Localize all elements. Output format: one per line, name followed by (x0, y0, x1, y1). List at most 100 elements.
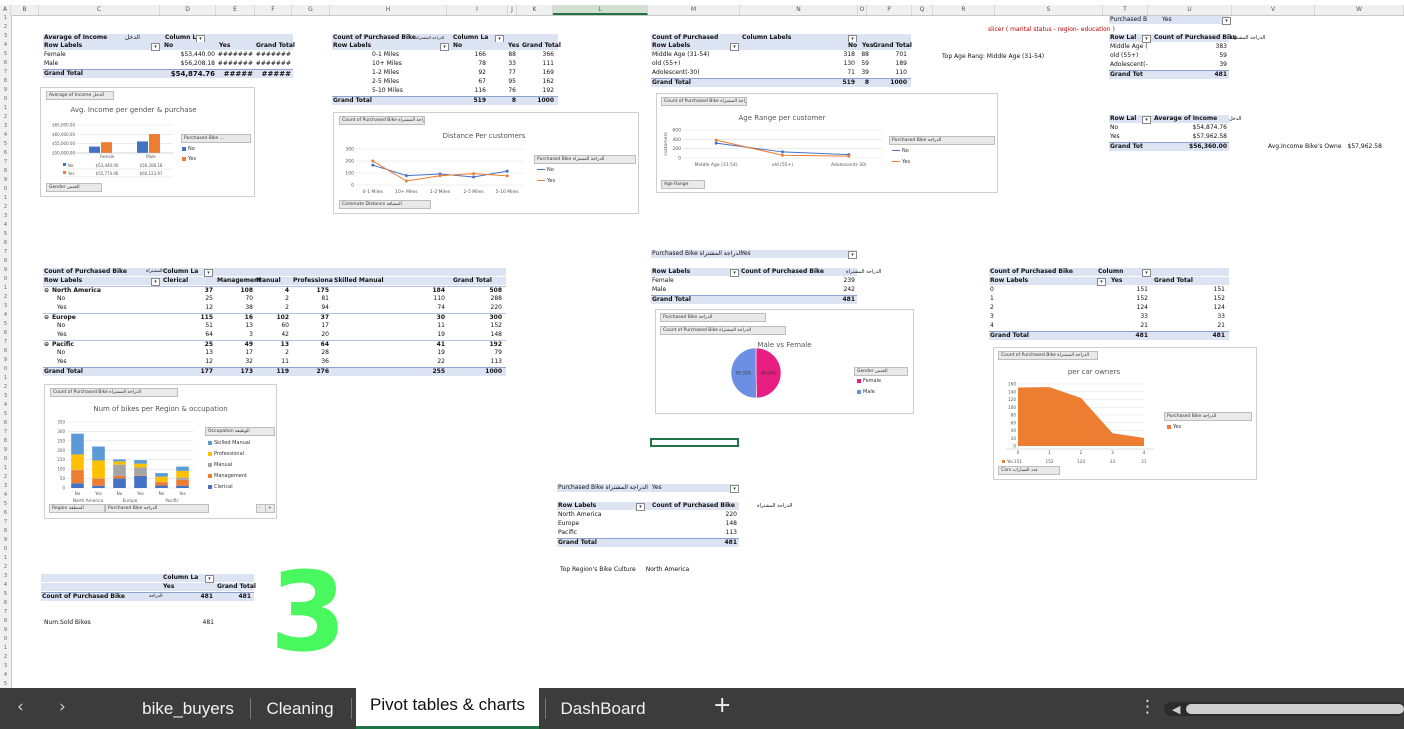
row-header[interactable]: 3 (3, 573, 8, 579)
filter-dropdown[interactable]: ▾ (848, 251, 857, 259)
expand-button[interactable]: + (265, 504, 275, 513)
axis-field-button[interactable]: Purchased Bike الدراجة (105, 504, 209, 513)
column-header-k[interactable]: K (517, 5, 553, 15)
row-header[interactable]: 3 (3, 393, 8, 399)
row-header[interactable]: 5 (3, 231, 8, 237)
row-filter-dropdown[interactable]: ▾ (1097, 278, 1106, 286)
chart-field-button[interactable]: Count of Purchased Bike الدراجة المشتراة (660, 326, 786, 335)
row-header[interactable]: 0 (3, 276, 8, 282)
row-header[interactable]: 7 (3, 159, 8, 165)
row-header[interactable]: 0 (3, 366, 8, 372)
row-header[interactable]: 2 (3, 24, 8, 30)
chart-gender-pie[interactable]: Purchased Bike الدراجة Count of Purchase… (655, 309, 914, 414)
row-header[interactable]: 9 (3, 447, 8, 453)
collapse-icon[interactable]: ⊖ (44, 287, 50, 294)
row-header[interactable]: 1 (3, 555, 8, 561)
row-header[interactable]: 4 (3, 492, 8, 498)
legend-field-button[interactable]: Purchased Bike الدراجة المشتراة (534, 155, 636, 164)
column-header-s[interactable]: S (995, 5, 1103, 15)
legend-field-button[interactable]: Occupation الوظيفة (205, 427, 275, 436)
row-header[interactable]: 2 (3, 564, 8, 570)
row-header[interactable]: 1 (3, 285, 8, 291)
row-header[interactable]: 8 (3, 618, 8, 624)
axis-field-button[interactable]: Age Range (661, 180, 705, 189)
row-header[interactable]: 4 (3, 42, 8, 48)
column-filter-dropdown[interactable]: ▾ (1142, 269, 1151, 277)
row-header[interactable]: 7 (3, 69, 8, 75)
row-header[interactable]: 1 (3, 375, 8, 381)
legend-field-button[interactable]: Gender الجنس (854, 367, 908, 376)
axis-field-button[interactable]: Gender الجنس (46, 183, 102, 192)
tab-pivot-tables-charts[interactable]: Pivot tables & charts (356, 688, 539, 729)
row-filter-dropdown[interactable]: ▾ (730, 43, 739, 51)
row-header[interactable]: 4 (3, 222, 8, 228)
column-header-e[interactable]: E (216, 5, 255, 15)
row-header[interactable]: 4 (3, 132, 8, 138)
column-header-t[interactable]: T (1103, 5, 1148, 15)
tab-cleaning[interactable]: Cleaning (266, 699, 334, 718)
column-header-f[interactable]: F (255, 5, 292, 15)
row-header[interactable]: 7 (3, 609, 8, 615)
row-header[interactable]: 7 (3, 249, 8, 255)
column-header-o[interactable]: O (858, 5, 867, 15)
row-header[interactable]: 6 (3, 150, 8, 156)
more-options-icon[interactable]: ⋮ (1139, 697, 1156, 717)
column-filter-dropdown[interactable]: ▾ (204, 269, 213, 277)
row-header[interactable]: 6 (3, 60, 8, 66)
row-header[interactable]: 5 (3, 591, 8, 597)
row-header[interactable]: 3 (3, 123, 8, 129)
row-header[interactable]: 4 (3, 672, 8, 678)
row-header[interactable]: 8 (3, 78, 8, 84)
row-filter-dropdown[interactable]: ▾ (1142, 116, 1151, 124)
row-header[interactable]: 9 (3, 87, 8, 93)
row-filter-dropdown[interactable]: ▾ (730, 269, 739, 277)
column-header-i[interactable]: I (447, 5, 508, 15)
chart-region-occupation[interactable]: Count of Purchased Bike الدراجة المشتراة… (44, 384, 277, 519)
column-header-r[interactable]: R (933, 5, 995, 15)
row-header[interactable]: 6 (3, 330, 8, 336)
chart-avg-income[interactable]: Average of Income الدخل Avg. Income per … (40, 87, 255, 197)
column-header-m[interactable]: M (648, 5, 740, 15)
row-header[interactable]: 2 (3, 654, 8, 660)
column-header-a[interactable]: A (0, 5, 11, 15)
row-header[interactable]: 3 (3, 33, 8, 39)
column-header-p[interactable]: P (867, 5, 912, 15)
row-header[interactable]: 3 (3, 303, 8, 309)
active-cell-selection[interactable] (650, 438, 739, 447)
row-header[interactable]: 1 (3, 195, 8, 201)
row-header[interactable]: 1 (3, 15, 8, 21)
row-header[interactable]: 9 (3, 627, 8, 633)
column-header-j[interactable]: J (508, 5, 517, 15)
chart-field-button[interactable]: Count of Purchased Bike الدراجة المشتراة (50, 388, 178, 397)
column-header-g[interactable]: G (292, 5, 330, 15)
column-header-u[interactable]: U (1148, 5, 1232, 15)
chart-field-button[interactable]: Count of Purchased Bike الدراجة المشتراة (661, 97, 747, 106)
row-header[interactable]: 5 (3, 501, 8, 507)
row-header[interactable]: 5 (3, 321, 8, 327)
chart-age-range[interactable]: Count of Purchased Bike الدراجة المشتراة… (656, 93, 998, 193)
row-header[interactable]: 0 (3, 546, 8, 552)
row-header[interactable]: 1 (3, 105, 8, 111)
column-header-v[interactable]: V (1232, 5, 1315, 15)
row-filter-dropdown[interactable]: ▾ (440, 43, 449, 51)
row-header[interactable]: 3 (3, 483, 8, 489)
chart-field-button[interactable]: Count of Purchased Bike الدراجة المشتراة (998, 351, 1098, 360)
scroll-left-icon[interactable]: ‹ (17, 697, 24, 717)
row-header[interactable]: 8 (3, 348, 8, 354)
row-header[interactable]: 4 (3, 582, 8, 588)
row-header[interactable]: 6 (3, 420, 8, 426)
filter-dropdown[interactable]: ▾ (1222, 17, 1231, 25)
chart-field-button[interactable]: Count of Purchased Bike الدراجة المشتراة (339, 116, 425, 125)
row-header[interactable]: 0 (3, 456, 8, 462)
column-header-l[interactable]: L (553, 5, 648, 15)
column-header-q[interactable]: Q (912, 5, 933, 15)
column-header-b[interactable]: B (11, 5, 39, 15)
collapse-icon[interactable]: ⊖ (44, 314, 50, 321)
row-header[interactable]: 8 (3, 528, 8, 534)
legend-field-button[interactable]: Purchased Bike الدراجة (1164, 412, 1252, 421)
row-header[interactable]: 7 (3, 429, 8, 435)
row-header[interactable]: 3 (3, 213, 8, 219)
row-header[interactable]: 2 (3, 294, 8, 300)
row-header[interactable]: 0 (3, 186, 8, 192)
axis-field-button[interactable]: Commute Distance المسافة (339, 200, 431, 209)
